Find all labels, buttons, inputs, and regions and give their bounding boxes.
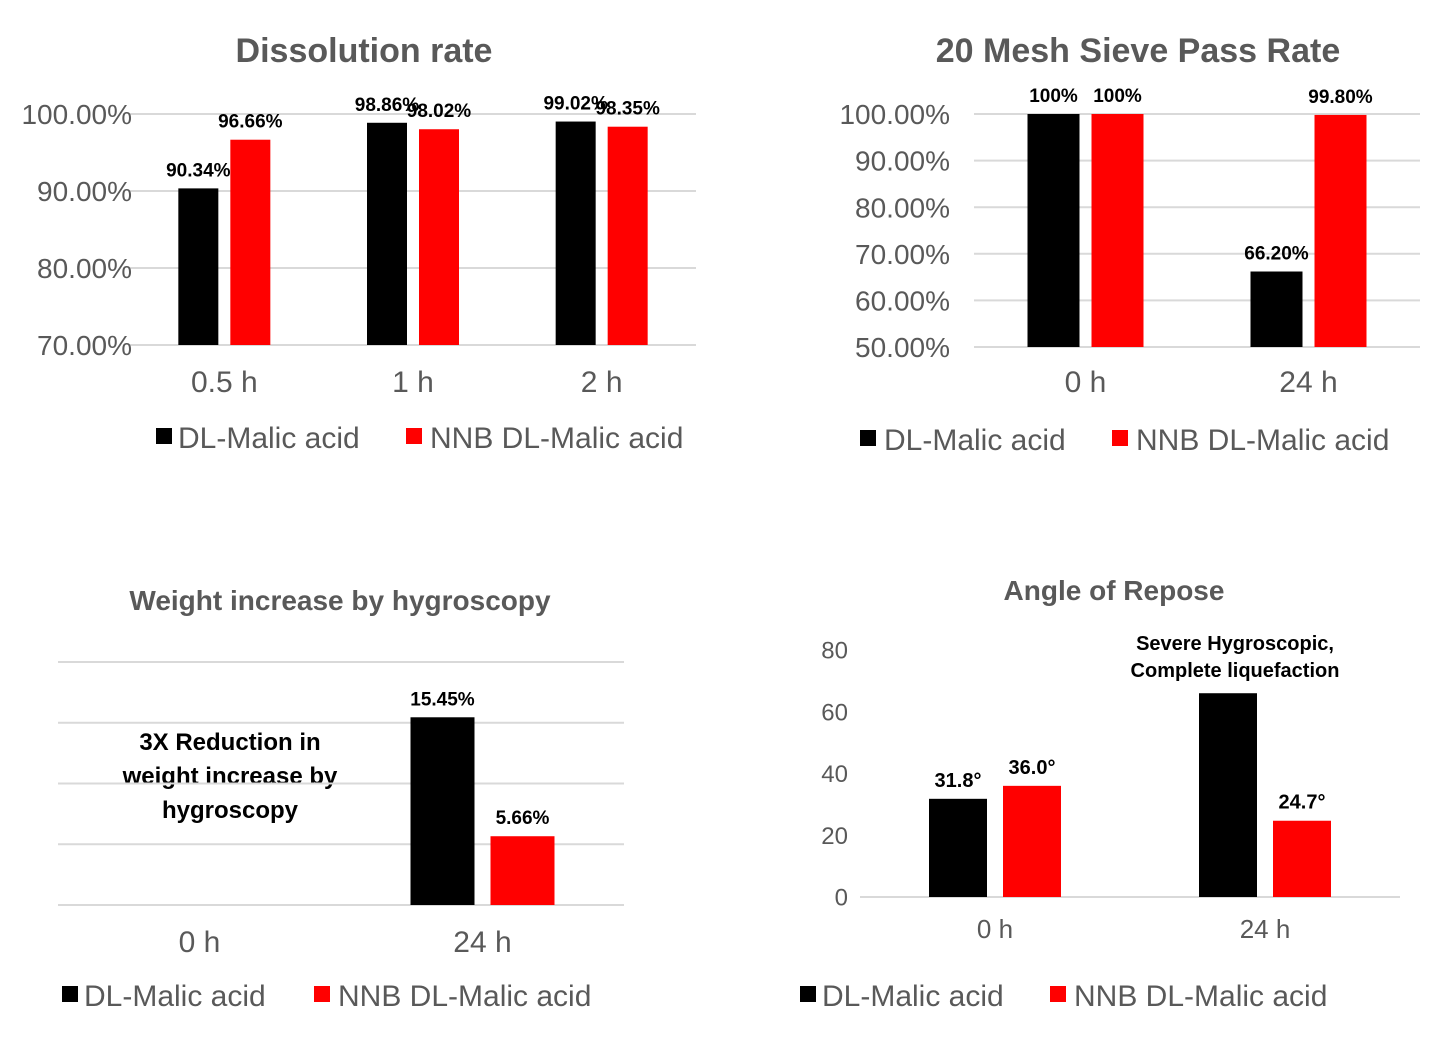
data-label: 31.8° xyxy=(935,770,982,792)
chart-title: Angle of Repose xyxy=(1004,575,1225,606)
y-tick-label: 40 xyxy=(821,761,848,788)
reduction-annotation: 3X Reduction in weight increase by hygro… xyxy=(122,729,338,824)
annotation-line-3: hygroscopy xyxy=(162,797,299,824)
data-label: 90.34% xyxy=(166,160,231,181)
legend: DL-Malic acid NNB DL-Malic acid xyxy=(800,980,1327,1013)
x-category-label: 24 h xyxy=(1240,914,1291,944)
data-label: 96.66% xyxy=(218,112,283,133)
y-tick-label: 100.00% xyxy=(21,99,132,130)
angle-of-repose-svg: Angle of Repose Severe Hygroscopic, Comp… xyxy=(800,575,1400,1013)
bar xyxy=(419,129,459,345)
legend-label-nnb: NNB DL-Malic acid xyxy=(430,422,683,455)
bar xyxy=(607,126,648,345)
legend-label-dl: DL-Malic acid xyxy=(822,980,1004,1013)
legend: DL-Malic acid NNB DL-Malic acid xyxy=(156,422,683,455)
data-label: 5.66% xyxy=(496,808,550,829)
bar xyxy=(410,717,475,905)
sieve-pass-rate-chart: 20 Mesh Sieve Pass Rate DL-Malic acid NN… xyxy=(720,0,1440,470)
bar xyxy=(555,121,596,346)
data-label: 66.20% xyxy=(1244,244,1309,265)
y-tick-label: 80.00% xyxy=(855,192,950,223)
legend-swatch-nnb xyxy=(1112,430,1128,446)
bar xyxy=(367,122,407,345)
x-category-label: 0 h xyxy=(977,914,1013,944)
y-tick-label: 90.00% xyxy=(855,146,950,177)
y-tick-label: 100.00% xyxy=(839,99,950,130)
legend-label-nnb: NNB DL-Malic acid xyxy=(1136,424,1389,457)
bar xyxy=(1091,114,1144,347)
y-tick-label: 90.00% xyxy=(37,176,132,207)
chart-title: 20 Mesh Sieve Pass Rate xyxy=(936,32,1340,70)
hygroscopy-weight-chart: Weight increase by hygroscopy 3X Reducti… xyxy=(0,540,720,1040)
annotation-line-1: Severe Hygroscopic, xyxy=(1136,633,1334,655)
annotation-line-2: Complete liquefaction xyxy=(1131,660,1340,682)
chart-title: Dissolution rate xyxy=(236,32,493,70)
data-label: 99.80% xyxy=(1308,87,1373,108)
bar xyxy=(1199,693,1257,897)
data-label: 100% xyxy=(1029,86,1078,107)
data-label: 98.35% xyxy=(595,99,660,120)
bar xyxy=(230,139,271,345)
x-category-label: 0.5 h xyxy=(191,366,258,399)
legend-label-dl: DL-Malic acid xyxy=(84,980,266,1013)
x-category-label: 1 h xyxy=(392,366,434,399)
legend-swatch-nnb xyxy=(1050,986,1066,1002)
angle-of-repose-chart: Angle of Repose Severe Hygroscopic, Comp… xyxy=(720,540,1440,1040)
legend-swatch-dl xyxy=(156,428,172,444)
data-label: 36.0° xyxy=(1009,757,1056,779)
bar xyxy=(929,798,987,897)
y-tick-label: 50.00% xyxy=(855,332,950,363)
sieve-pass-rate-svg: 20 Mesh Sieve Pass Rate DL-Malic acid NN… xyxy=(839,32,1420,457)
legend-swatch-dl xyxy=(62,986,78,1002)
legend-swatch-dl xyxy=(860,430,876,446)
legend-label-dl: DL-Malic acid xyxy=(884,424,1066,457)
legend-swatch-dl xyxy=(800,986,816,1002)
legend: DL-Malic acid NNB DL-Malic acid xyxy=(62,980,591,1013)
data-label: 100% xyxy=(1093,86,1142,107)
liquefaction-annotation: Severe Hygroscopic, Complete liquefactio… xyxy=(1131,633,1340,682)
data-label: 98.02% xyxy=(407,101,472,122)
bar xyxy=(1250,271,1303,347)
legend: DL-Malic acid NNB DL-Malic acid xyxy=(860,424,1389,457)
bar xyxy=(490,836,555,905)
y-tick-label: 80.00% xyxy=(37,253,132,284)
legend-label-nnb: NNB DL-Malic acid xyxy=(1074,980,1327,1013)
bar xyxy=(1027,114,1080,347)
bar xyxy=(178,188,219,345)
y-tick-label: 70.00% xyxy=(37,330,132,361)
dissolution-rate-chart: Dissolution rate DL-Malic acid NNB DL-Ma… xyxy=(0,0,720,470)
y-tick-label: 80 xyxy=(821,638,848,665)
y-tick-label: 70.00% xyxy=(855,239,950,270)
data-label: 15.45% xyxy=(410,689,475,710)
hygroscopy-weight-svg: Weight increase by hygroscopy 3X Reducti… xyxy=(58,585,624,1013)
x-category-label: 2 h xyxy=(581,366,623,399)
legend-label-dl: DL-Malic acid xyxy=(178,422,360,455)
y-tick-label: 0 xyxy=(835,885,848,912)
y-tick-label: 20 xyxy=(821,823,848,850)
legend-swatch-nnb xyxy=(406,428,422,444)
annotation-line-2: weight increase by xyxy=(122,763,338,790)
bar xyxy=(1314,114,1367,347)
y-tick-label: 60 xyxy=(821,699,848,726)
y-tick-label: 60.00% xyxy=(855,285,950,316)
legend-swatch-nnb xyxy=(314,986,330,1002)
x-category-label: 24 h xyxy=(453,926,511,959)
data-label: 99.02% xyxy=(543,94,608,115)
data-label: 98.86% xyxy=(355,95,420,116)
bar xyxy=(1003,785,1061,897)
annotation-line-1: 3X Reduction in xyxy=(139,729,320,756)
data-label: 24.7° xyxy=(1279,792,1326,814)
x-category-label: 0 h xyxy=(1065,366,1107,399)
x-category-label: 24 h xyxy=(1279,366,1337,399)
chart-title: Weight increase by hygroscopy xyxy=(129,585,551,616)
bar xyxy=(1273,820,1331,897)
dissolution-rate-svg: Dissolution rate DL-Malic acid NNB DL-Ma… xyxy=(21,32,696,455)
legend-label-nnb: NNB DL-Malic acid xyxy=(338,980,591,1013)
x-category-label: 0 h xyxy=(179,926,221,959)
